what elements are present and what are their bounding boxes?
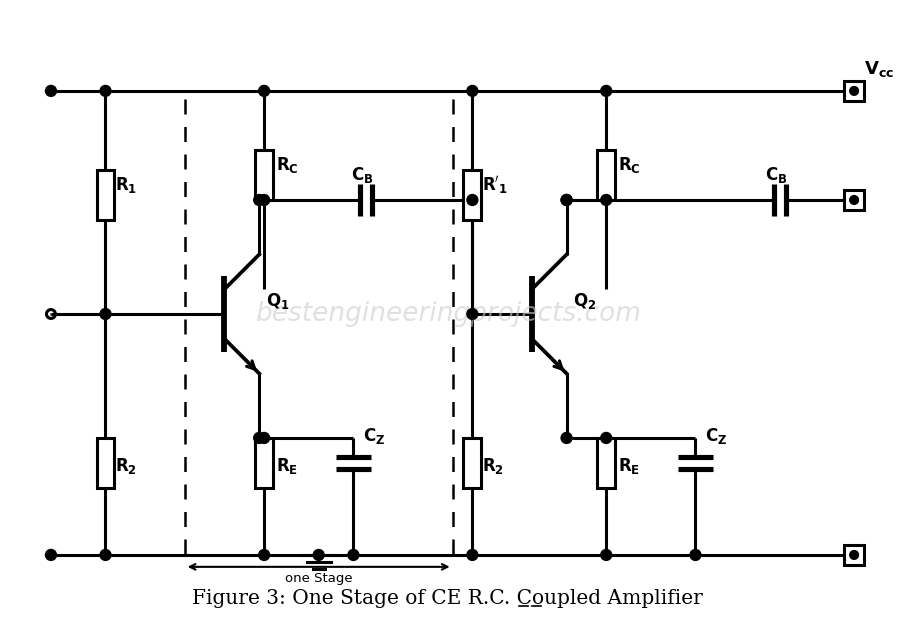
- Circle shape: [601, 550, 612, 560]
- Bar: [598, 438, 615, 487]
- Circle shape: [850, 196, 859, 204]
- Circle shape: [258, 86, 270, 96]
- Text: $\mathbf{Q_2}$: $\mathbf{Q_2}$: [573, 291, 597, 311]
- Circle shape: [313, 550, 324, 560]
- Text: $\mathbf{R_2}$: $\mathbf{R_2}$: [115, 455, 138, 476]
- Circle shape: [601, 86, 612, 96]
- Text: $\mathbf{R_2}$: $\mathbf{R_2}$: [482, 455, 504, 476]
- Circle shape: [561, 194, 572, 206]
- Circle shape: [100, 86, 111, 96]
- Circle shape: [561, 194, 572, 206]
- Circle shape: [100, 550, 111, 560]
- Bar: [844, 190, 864, 210]
- Circle shape: [601, 194, 612, 206]
- Circle shape: [467, 194, 478, 206]
- Bar: [96, 170, 114, 220]
- Circle shape: [467, 86, 478, 96]
- Bar: [598, 150, 615, 200]
- Text: $\mathbf{R_C}$: $\mathbf{R_C}$: [276, 155, 299, 175]
- Circle shape: [690, 550, 701, 560]
- Bar: [464, 438, 482, 487]
- Circle shape: [348, 550, 359, 560]
- Text: $\mathbf{+}$: $\mathbf{+}$: [849, 89, 858, 99]
- Circle shape: [561, 433, 572, 443]
- Bar: [256, 438, 273, 487]
- Circle shape: [850, 550, 859, 559]
- Text: $\mathbf{V_{cc}}$: $\mathbf{V_{cc}}$: [864, 59, 895, 79]
- Bar: [464, 170, 482, 220]
- Circle shape: [254, 194, 265, 206]
- Text: bestengineeringprojects.com: bestengineeringprojects.com: [255, 301, 641, 327]
- Circle shape: [258, 194, 270, 206]
- Text: one Stage: one Stage: [285, 572, 353, 585]
- Circle shape: [467, 309, 478, 320]
- Text: $\mathbf{C_B}$: $\mathbf{C_B}$: [351, 165, 374, 185]
- Text: $\mathbf{C_Z}$: $\mathbf{C_Z}$: [706, 426, 727, 446]
- Bar: [96, 438, 114, 487]
- Circle shape: [100, 309, 111, 320]
- Circle shape: [601, 433, 612, 443]
- Bar: [844, 81, 864, 101]
- Circle shape: [850, 87, 859, 95]
- Text: $\mathbf{R_E}$: $\mathbf{R_E}$: [276, 455, 298, 476]
- Text: $\mathbf{C_Z}$: $\mathbf{C_Z}$: [364, 426, 385, 446]
- Text: Figure 3: One Stage of CE R.C. Coupled Amplifier: Figure 3: One Stage of CE R.C. Coupled A…: [192, 589, 703, 608]
- Text: $\mathbf{R_E}$: $\mathbf{R_E}$: [618, 455, 640, 476]
- Circle shape: [254, 433, 265, 443]
- Circle shape: [46, 550, 57, 560]
- Text: $\mathbf{Q_1}$: $\mathbf{Q_1}$: [266, 291, 290, 311]
- Bar: [844, 545, 864, 565]
- Circle shape: [467, 550, 478, 560]
- Bar: [256, 150, 273, 200]
- Text: $\mathbf{R_C}$: $\mathbf{R_C}$: [618, 155, 641, 175]
- Text: $\mathbf{R_1}$: $\mathbf{R_1}$: [115, 175, 138, 195]
- Text: $\mathbf{C_B}$: $\mathbf{C_B}$: [764, 165, 787, 185]
- Circle shape: [258, 433, 270, 443]
- Text: $\mathbf{R'_1}$: $\mathbf{R'_1}$: [482, 174, 508, 196]
- Circle shape: [46, 86, 57, 96]
- Circle shape: [258, 550, 270, 560]
